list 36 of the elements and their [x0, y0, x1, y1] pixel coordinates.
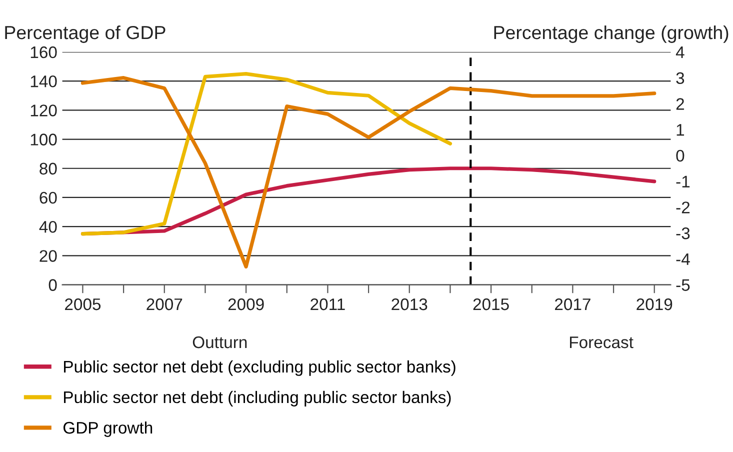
- y2-tick-label: -4: [676, 253, 690, 265]
- y-tick-label: 0: [48, 279, 57, 291]
- y-tick-label: 140: [30, 75, 57, 88]
- y2-axis-title: Percentage change (growth): [494, 25, 728, 43]
- y-tick-label: 100: [30, 134, 57, 146]
- y2-tick-label: -2: [676, 202, 690, 214]
- y2-tick-label: 1: [676, 124, 684, 136]
- legend-label: Public sector net debt (including public sector banks): [64, 390, 451, 406]
- y-tick-label: 40: [39, 220, 57, 233]
- line-series: [80, 76, 656, 268]
- x-tick-label: 2019: [636, 298, 672, 310]
- x-tick-label: 2011: [310, 298, 345, 310]
- y-tick-label: 80: [40, 162, 57, 175]
- x-tick-label: 2013: [392, 298, 428, 310]
- x-tick-label: 2017: [555, 298, 590, 310]
- x-tick-label: 2015: [473, 298, 509, 310]
- x-tick-label: 2005: [65, 298, 101, 310]
- x-tick-label: 2007: [146, 298, 182, 310]
- y2-tick-label: 2: [676, 98, 684, 110]
- y2-tick-label: -1: [676, 176, 690, 188]
- legend-label: Public sector net debt (excluding public sector banks): [64, 360, 456, 376]
- legend-label: GDP growth: [64, 421, 152, 437]
- y2-tick-label: 4: [676, 46, 684, 58]
- y-tick-label: 60: [40, 192, 57, 204]
- y2-tick-label: -5: [676, 279, 690, 291]
- y2-tick-label: 0: [676, 150, 684, 162]
- y-axis-title: Percentage of GDP: [5, 25, 166, 43]
- text: Forecast: [570, 336, 634, 348]
- y-tick-label: 20: [40, 250, 57, 262]
- text: Outturn: [192, 336, 247, 348]
- y2-tick-label: -3: [676, 227, 690, 240]
- x-tick-label: 2009: [228, 298, 264, 310]
- y-tick-label: 120: [30, 104, 57, 116]
- y2-tick-label: 3: [676, 72, 684, 84]
- line-series: [80, 72, 452, 236]
- y-tick-label: 160: [30, 46, 57, 58]
